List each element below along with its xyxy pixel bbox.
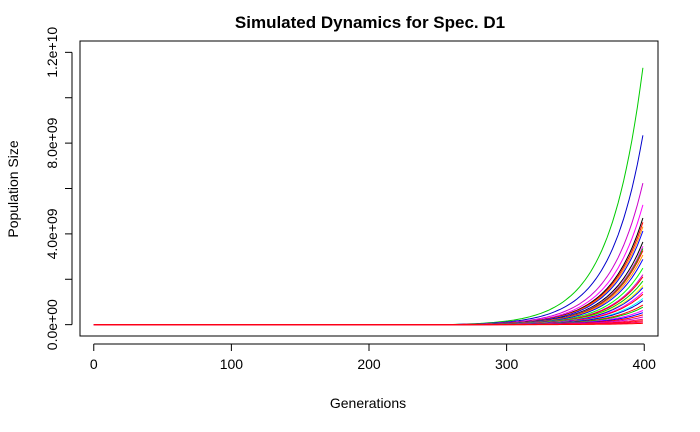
x-tick-label: 300 [495,356,519,372]
x-tick-label: 0 [90,356,98,372]
series-group [93,67,644,326]
y-tick-label: 8.0e+09 [44,117,60,168]
series-line-34 [93,322,643,326]
y-tick-label: 1.2e+10 [44,27,60,78]
chart-title: Simulated Dynamics for Spec. D1 [235,13,505,32]
y-axis-label: Population Size [5,140,21,238]
plot-frame [79,40,659,337]
x-axis-label: Generations [330,395,406,411]
y-tick-label: 4.0e+09 [44,208,60,259]
x-tick-label: 400 [633,356,657,372]
y-tick-label: 0.0e+00 [44,299,60,350]
x-tick-label: 100 [220,356,244,372]
x-tick-label: 200 [357,356,381,372]
x-axis: 0 100 200 300 400 [90,343,657,372]
y-axis: 0.0e+00 4.0e+09 8.0e+09 1.2e+10 [44,27,73,350]
